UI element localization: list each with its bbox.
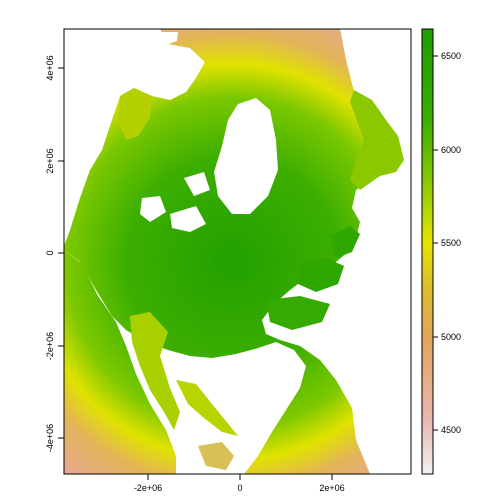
- y-tick-label: -4e+06: [45, 424, 55, 452]
- water-details: [64, 29, 404, 474]
- y-tick-label: 0: [45, 250, 55, 255]
- colorbar-tick-label: 6500: [441, 51, 461, 61]
- x-axis: [147, 474, 333, 480]
- y-tick-label: 2e+06: [45, 148, 55, 173]
- plot-frame: [63, 28, 412, 475]
- colorbar-tick-label: 5500: [441, 238, 461, 248]
- x-tick-label: -2e+06: [134, 483, 162, 493]
- raster-field: [64, 29, 411, 474]
- colorbar-tick-label: 4500: [441, 425, 461, 435]
- colorbar-gradient: [421, 28, 434, 475]
- colorbar-tick-label: 5000: [441, 332, 461, 342]
- colorbar-tick-label: 6000: [441, 145, 461, 155]
- y-axis: [58, 67, 64, 439]
- colorbar: 4500 5000 5500 6000 6500: [421, 28, 461, 475]
- y-tick-label: -2e+06: [45, 332, 55, 360]
- x-tick-label: 0: [237, 483, 242, 493]
- y-tick-label: 4e+06: [45, 55, 55, 80]
- x-tick-label: 2e+06: [319, 483, 344, 493]
